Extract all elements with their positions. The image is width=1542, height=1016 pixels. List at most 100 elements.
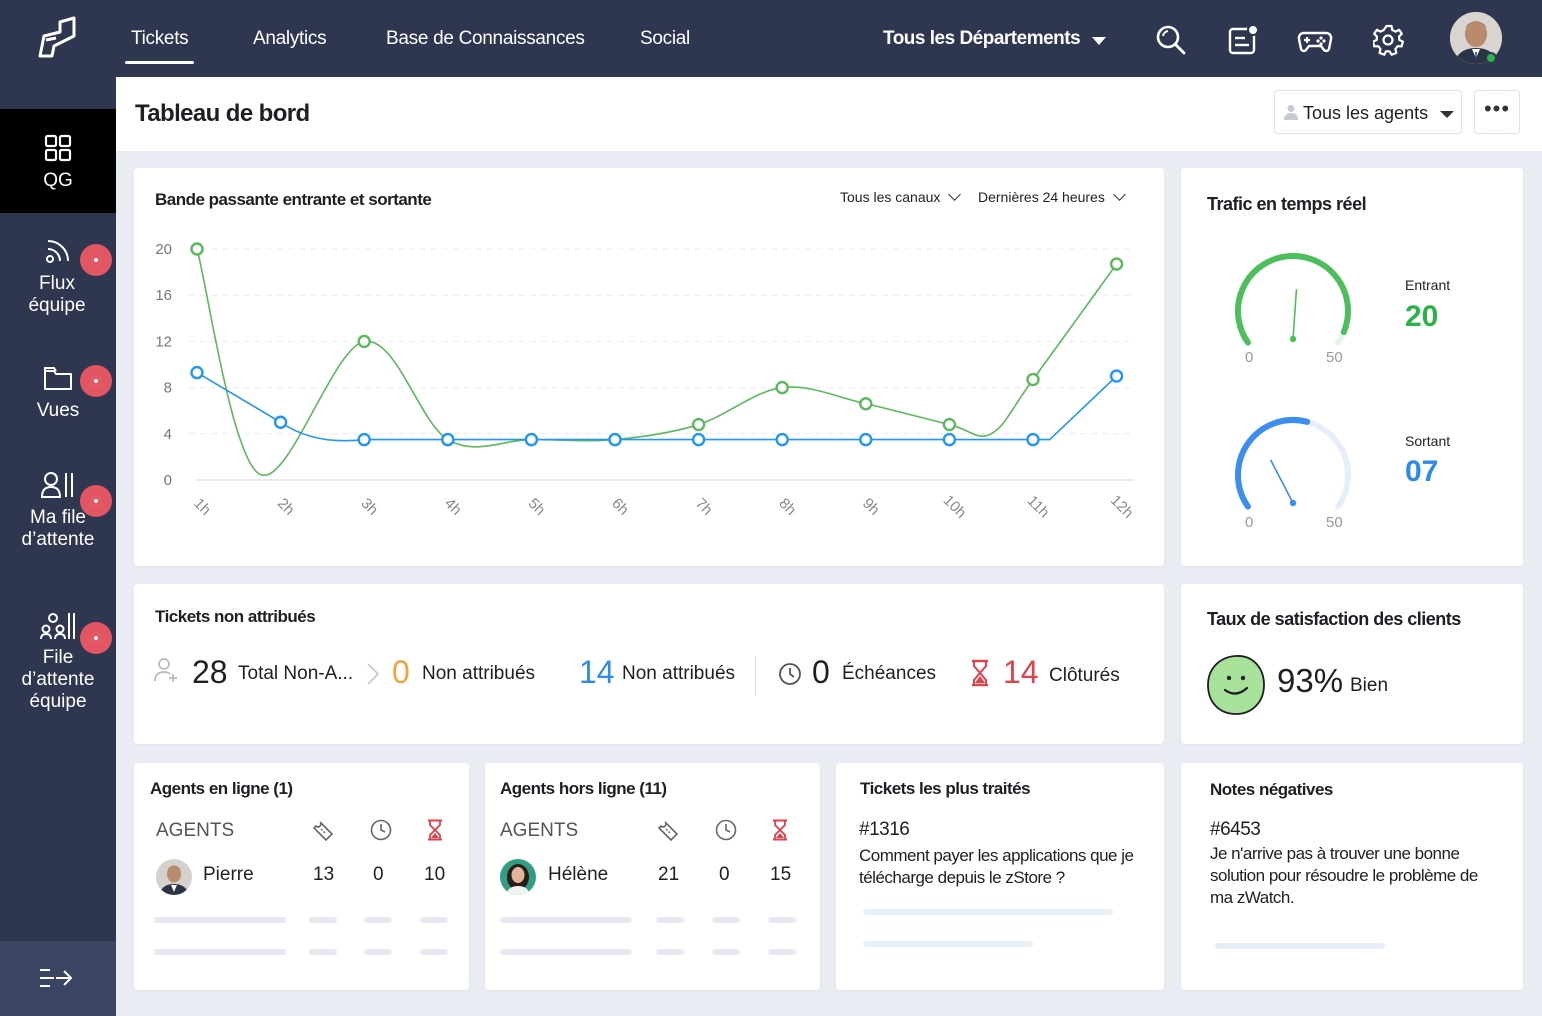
data-point-blue[interactable]: [859, 432, 873, 447]
x-tick-label: 6h: [608, 495, 632, 519]
placeholder-line: [1215, 943, 1385, 949]
agent-name[interactable]: Pierre: [203, 864, 254, 885]
tab-knowledge-base[interactable]: Base de Connaissances: [386, 28, 585, 49]
notes-icon[interactable]: [1227, 24, 1259, 56]
data-point-blue[interactable]: [942, 432, 957, 447]
data-point-green[interactable]: [775, 380, 789, 395]
placeholder-line: [500, 949, 632, 955]
data-point-green[interactable]: [691, 417, 706, 432]
search-icon[interactable]: [1155, 24, 1187, 56]
channel-filter-dropdown[interactable]: Tous les canaux: [840, 188, 962, 205]
smiley-icon: [1207, 655, 1265, 715]
gauge-max-label: 50: [1326, 514, 1343, 531]
placeholder-line: [309, 917, 337, 923]
x-tick-label: 5h: [525, 495, 549, 519]
ticket-subject[interactable]: Comment payer les applications que je té…: [859, 846, 1134, 887]
data-point-green[interactable]: [357, 334, 371, 349]
unassigned-count-2: 14: [579, 654, 615, 690]
data-point-blue[interactable]: [1026, 432, 1040, 447]
agent-overdue-count: 10: [424, 864, 446, 885]
sidebar-item-team-feed[interactable]: Flux équipe: [0, 235, 116, 317]
data-point-green[interactable]: [1026, 372, 1040, 387]
data-point-blue[interactable]: [524, 432, 539, 447]
data-point-green[interactable]: [190, 242, 204, 256]
notification-badge-icon: [80, 485, 112, 517]
top-tickets-title: Tickets les plus traités: [860, 779, 1031, 798]
x-tick-label: 11h: [1024, 492, 1053, 521]
data-point-blue[interactable]: [1109, 369, 1124, 383]
note-text[interactable]: Je n'arrive pas à trouver une bonne solu…: [1210, 844, 1478, 907]
agent-filter-label: Tous les agents: [1303, 103, 1429, 123]
tab-social[interactable]: Social: [640, 28, 690, 49]
x-tick-label: 10h: [940, 492, 970, 522]
gear-icon[interactable]: [1373, 24, 1405, 56]
sidebar-item-qg[interactable]: QG: [0, 109, 116, 213]
data-point-green[interactable]: [942, 417, 957, 432]
x-tick-label: 9h: [859, 495, 883, 519]
sidebar-item-team-queue[interactable]: File d’attente équipe: [0, 609, 116, 713]
sidebar-footer: [0, 941, 116, 1016]
clock-icon: [779, 663, 801, 685]
y-tick-label: 20: [155, 241, 172, 258]
gauge-needle: [1292, 289, 1298, 340]
avatar-photo: [156, 859, 192, 895]
agent-avatar[interactable]: [500, 859, 536, 895]
gauge-min-label: 0: [1245, 514, 1254, 531]
online-status-dot: [1485, 52, 1497, 64]
outgoing-label: Sortant: [1405, 433, 1451, 449]
data-point-blue[interactable]: [357, 432, 371, 447]
data-point-green[interactable]: [1109, 257, 1124, 271]
tab-analytics[interactable]: Analytics: [253, 28, 327, 49]
more-options-button[interactable]: •••: [1474, 90, 1520, 134]
agents-column-header: AGENTS: [500, 820, 579, 841]
sidebar-item-views[interactable]: Vues: [0, 362, 116, 422]
tab-tickets[interactable]: Tickets: [124, 28, 195, 64]
folder-icon: [44, 367, 72, 390]
top-bar: Tickets Analytics Base de Connaissances …: [0, 0, 1542, 77]
series-line-green: [196, 248, 1118, 477]
y-tick-label: 8: [164, 380, 172, 397]
placeholder-line: [500, 917, 632, 923]
due-count: 0: [812, 654, 830, 690]
expand-icon[interactable]: [38, 966, 74, 990]
caret-down-icon[interactable]: [1092, 37, 1106, 45]
gauge-min-label: 0: [1245, 349, 1254, 366]
agent-avatar[interactable]: [156, 859, 192, 895]
notification-badge-icon: [80, 244, 112, 276]
page-header: Tableau de bord Tous les agents •••: [116, 77, 1542, 151]
gamepad-icon[interactable]: [1297, 24, 1333, 56]
placeholder-line: [420, 917, 448, 923]
data-point-blue[interactable]: [190, 365, 204, 380]
x-tick-label: 12h: [1107, 492, 1137, 522]
user-icon: [1284, 105, 1298, 120]
avatar-photo: [500, 859, 536, 895]
caret-down-icon: [1440, 111, 1454, 118]
sidebar-item-label: Vues: [36, 400, 80, 421]
data-point-blue[interactable]: [441, 432, 455, 447]
data-point-blue[interactable]: [775, 432, 789, 447]
app-logo-icon[interactable]: [30, 12, 82, 64]
agent-pending-count: 0: [719, 864, 730, 885]
agents-offline-title: Agents hors ligne (11): [500, 779, 667, 798]
incoming-label: Entrant: [1405, 277, 1451, 293]
negative-notes-title: Notes négatives: [1210, 780, 1333, 799]
data-point-blue[interactable]: [273, 415, 288, 429]
gauge-needle: [1269, 459, 1294, 504]
data-point-green[interactable]: [859, 397, 873, 411]
agent-filter-dropdown[interactable]: Tous les agents: [1274, 90, 1462, 134]
x-tick-label: 7h: [692, 495, 716, 519]
department-selector[interactable]: Tous les Départements: [883, 28, 1081, 49]
unassigned-label-2: Non attribués: [622, 663, 736, 684]
y-tick-label: 0: [164, 472, 172, 489]
hourglass-icon: [428, 819, 442, 841]
data-point-blue[interactable]: [691, 432, 706, 447]
time-filter-dropdown[interactable]: Dernières 24 heures: [978, 188, 1126, 205]
ticket-id[interactable]: #1316: [859, 819, 910, 840]
gauge-hub: [1289, 335, 1297, 343]
y-tick-label: 12: [155, 333, 172, 350]
x-tick-label: 1h: [190, 495, 214, 519]
note-ticket-id[interactable]: #6453: [1210, 819, 1261, 840]
data-point-blue[interactable]: [608, 432, 622, 447]
sidebar-item-my-queue[interactable]: Ma file d’attente: [0, 469, 116, 551]
agent-name[interactable]: Hélène: [548, 864, 609, 885]
